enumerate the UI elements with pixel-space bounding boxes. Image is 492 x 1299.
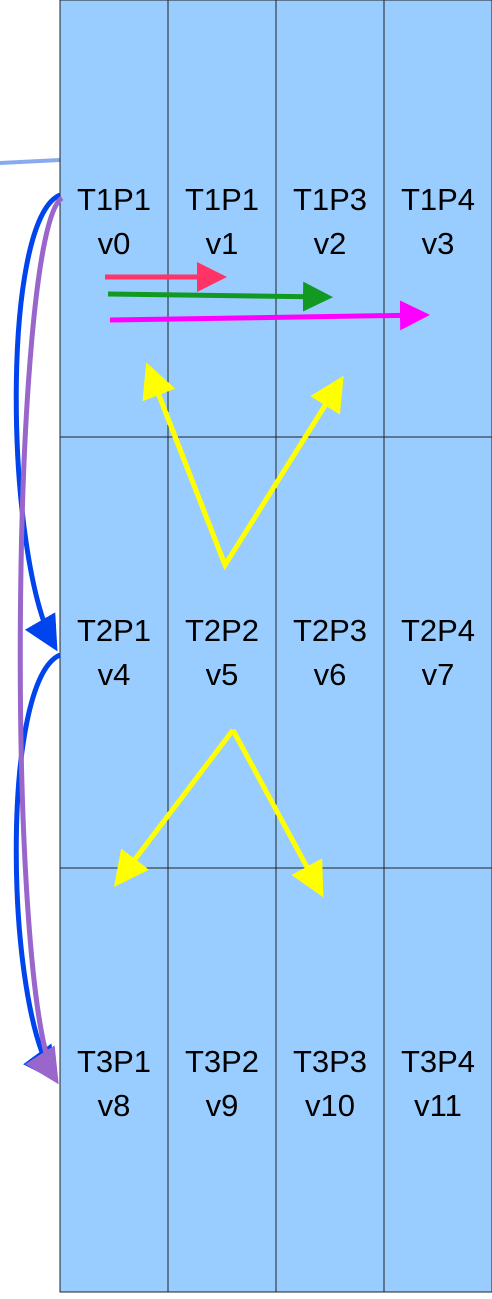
cell-var: v5 xyxy=(206,657,239,692)
cell-var: v1 xyxy=(206,226,239,261)
cell-title: T3P2 xyxy=(185,1044,259,1079)
cell-title: T2P2 xyxy=(185,613,259,648)
arrows xyxy=(13,192,430,1085)
cell-var: v7 xyxy=(422,657,455,692)
cell-labels: T1P1 v0 T1P1 v1 T1P3 v2 T1P4 v3 T2P1 v4 T2P2 v5 T2P3… xyxy=(77,182,475,1123)
cell-var: v10 xyxy=(305,1088,355,1123)
cell-var: v0 xyxy=(98,226,131,261)
cell-var: v9 xyxy=(206,1088,239,1123)
cell-title: T2P4 xyxy=(401,613,475,648)
cell-title: T3P3 xyxy=(293,1044,367,1079)
cell-title: T1P1 xyxy=(185,182,259,217)
cell-var: v11 xyxy=(414,1088,462,1123)
cell-var: v8 xyxy=(98,1088,131,1123)
grid-lines xyxy=(60,0,492,1292)
cell-var: v4 xyxy=(98,657,131,692)
cell-title: T1P1 xyxy=(77,182,151,217)
cell-title: T2P1 xyxy=(77,613,151,648)
cell-title: T3P4 xyxy=(401,1044,475,1079)
cell-title: T1P4 xyxy=(401,182,475,217)
cell-var: v3 xyxy=(422,226,455,261)
connector xyxy=(0,158,61,165)
cell-title: T3P1 xyxy=(77,1044,151,1079)
cell-title: T2P3 xyxy=(293,613,367,648)
cell-title: T1P3 xyxy=(293,182,367,217)
cell-var: v2 xyxy=(314,226,347,261)
cell-var: v6 xyxy=(314,657,347,692)
